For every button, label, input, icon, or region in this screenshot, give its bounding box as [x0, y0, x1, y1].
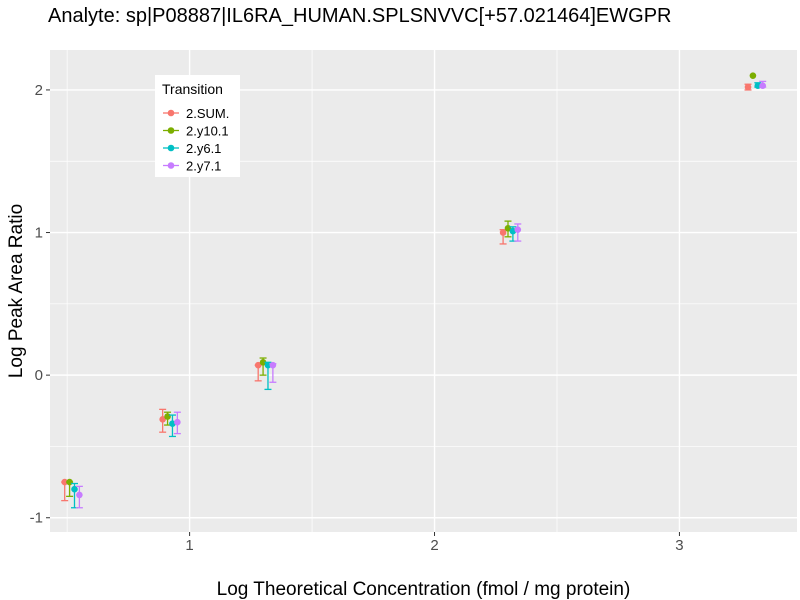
y-tick-label: 2 — [35, 82, 43, 99]
x-tick-label: 3 — [675, 537, 683, 554]
x-axis-title: Log Theoretical Concentration (fmol / mg… — [217, 579, 631, 600]
data-point — [259, 359, 267, 366]
data-point — [749, 72, 757, 79]
data-point — [66, 478, 73, 486]
legend-item: 2.SUM. — [163, 106, 229, 121]
data-point — [759, 82, 767, 89]
legend-item: 2.y7.1 — [163, 159, 221, 174]
legend-key-point — [167, 162, 175, 169]
data-point — [174, 418, 181, 426]
data-point — [269, 361, 277, 369]
series-2.y7.1 — [75, 80, 767, 509]
data-point — [514, 226, 522, 233]
data-marks — [61, 72, 767, 509]
legend-key-point — [167, 127, 175, 134]
y-axis-title: Log Peak Area Ratio — [6, 204, 27, 378]
data-point — [499, 229, 507, 236]
data-point — [744, 83, 752, 91]
legend-label: 2.y10.1 — [186, 124, 229, 139]
x-tick-label: 2 — [430, 537, 438, 554]
legend-label: 2.SUM. — [186, 106, 229, 121]
legend-background — [155, 75, 240, 177]
chart-title: Analyte: sp|P08887|IL6RA_HUMAN.SPLSNVVC[… — [48, 5, 672, 27]
legend-key-point — [167, 109, 175, 117]
data-point — [76, 491, 83, 499]
legend-key-point — [167, 144, 175, 152]
data-point — [61, 478, 68, 486]
legend-item: 2.y6.1 — [163, 141, 221, 156]
legend: Transition 2.SUM. 2.y10.1 2.y6.1 2.y7.1 — [155, 75, 240, 177]
y-axis: -1 0 1 2 — [30, 82, 50, 527]
series-2.SUM. — [61, 83, 752, 502]
legend-title: Transition — [162, 81, 223, 97]
legend-label: 2.y6.1 — [186, 141, 221, 156]
legend-label: 2.y7.1 — [186, 159, 221, 174]
legend-item: 2.y10.1 — [163, 124, 229, 139]
y-tick-label: 1 — [35, 225, 43, 242]
data-point — [254, 361, 262, 369]
x-axis: 1 2 3 — [185, 532, 684, 554]
x-tick-label: 1 — [185, 537, 193, 554]
y-tick-label: -1 — [30, 510, 43, 527]
data-point — [164, 413, 171, 420]
data-point — [159, 416, 166, 423]
legend-items: 2.SUM. 2.y10.1 2.y6.1 2.y7.1 — [163, 106, 229, 174]
series-2.y10.1 — [66, 72, 757, 497]
data-point — [71, 485, 78, 493]
y-tick-label: 0 — [35, 367, 43, 384]
